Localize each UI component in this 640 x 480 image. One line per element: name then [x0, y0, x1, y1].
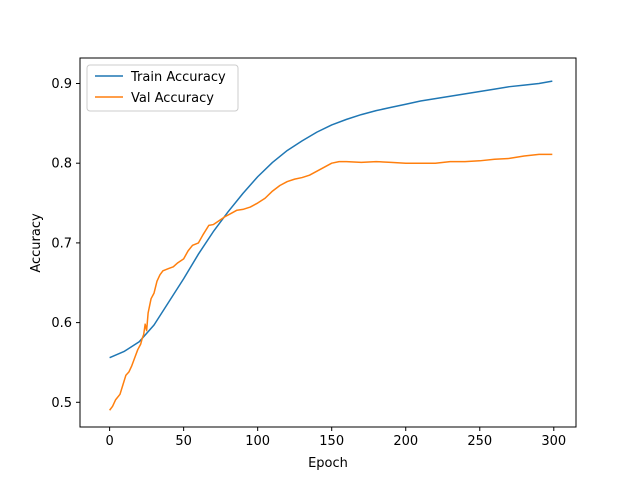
y-axis-label: Accuracy — [29, 213, 44, 273]
legend: Train Accuracy Val Accuracy — [86, 64, 239, 112]
series-line-train-accuracy — [109, 80, 553, 359]
x-axis: 0 50 100 150 200 250 300 — [105, 427, 566, 449]
series-layer — [109, 80, 553, 411]
x-tick-label: 100 — [245, 434, 270, 449]
legend-label-train: Train Accuracy — [130, 70, 226, 85]
series-line-val-accuracy — [109, 153, 553, 411]
x-tick-label: 250 — [467, 434, 492, 449]
y-axis: 0.5 0.6 0.7 0.8 0.9 — [51, 77, 80, 411]
legend-label-val: Val Accuracy — [131, 91, 214, 106]
legend-box — [86, 64, 239, 112]
x-axis-label: Epoch — [308, 456, 348, 471]
x-tick-label: 200 — [393, 434, 418, 449]
x-tick-label: 150 — [319, 434, 344, 449]
y-tick-label: 0.8 — [51, 157, 72, 172]
y-tick-label: 0.6 — [51, 316, 72, 331]
y-tick-label: 0.9 — [51, 77, 72, 92]
x-tick-label: 300 — [541, 434, 566, 449]
y-tick-label: 0.5 — [51, 396, 72, 411]
x-tick-label: 0 — [105, 434, 113, 449]
y-tick-label: 0.7 — [51, 236, 72, 251]
x-tick-label: 50 — [175, 434, 192, 449]
